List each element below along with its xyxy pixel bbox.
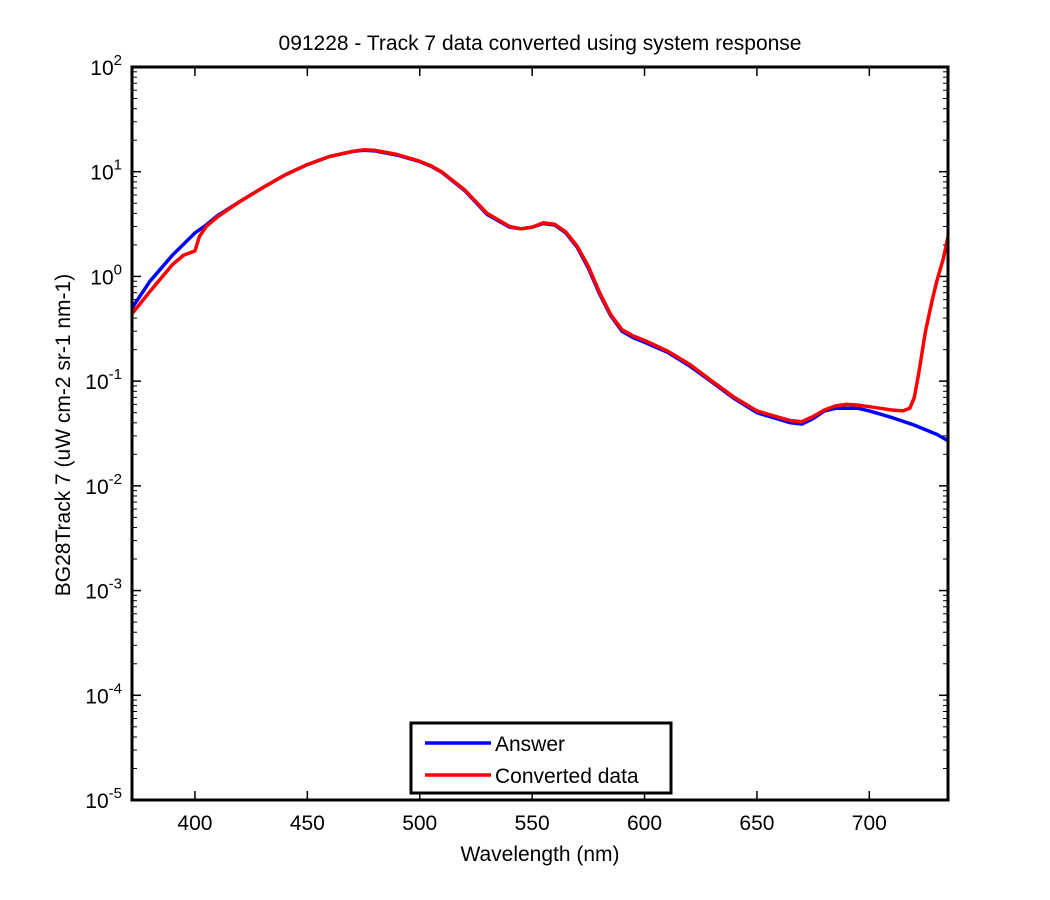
y-tick-label: 10-3 <box>85 576 122 604</box>
legend-box <box>409 721 673 795</box>
y-tick-label: 101 <box>90 157 122 185</box>
x-tick-label: 600 <box>627 812 662 835</box>
legend: Answer Converted data <box>409 721 673 795</box>
x-tick-label: 500 <box>402 812 437 835</box>
legend-label-converted-data: Converted data <box>495 765 639 788</box>
x-tick-label: 450 <box>290 812 325 835</box>
plot-background <box>132 67 948 800</box>
x-tick-label: 700 <box>852 812 887 835</box>
y-tick-label: 100 <box>90 261 122 289</box>
legend-label-answer: Answer <box>495 733 565 756</box>
series-line-converted-data <box>132 148 948 424</box>
y-tick-label: 10-1 <box>85 366 122 394</box>
x-tick-label: 550 <box>515 812 550 835</box>
y-tick-label: 10-2 <box>85 471 122 499</box>
chart-title: 091228 - Track 7 data converted using sy… <box>279 32 802 55</box>
y-axis-label: BG28Track 7 (uW cm-2 sr-1 nm-1) <box>52 274 75 596</box>
x-tick-labels: 400 450 500 550 600 650 700 <box>177 812 886 835</box>
legend-items: Answer Converted data <box>425 733 639 788</box>
plot-area <box>130 65 950 802</box>
x-tick-label: 650 <box>739 812 774 835</box>
y-tick-labels: 10-5 10-4 10-3 10-2 10-1 100 101 102 <box>85 52 122 813</box>
plot-frame <box>130 65 950 802</box>
series-layer <box>132 148 948 443</box>
y-tick-label: 10-5 <box>85 785 122 813</box>
x-axis-label: Wavelength (nm) <box>460 843 619 866</box>
y-tick-label: 102 <box>90 52 122 80</box>
x-tick-label: 400 <box>177 812 212 835</box>
y-tick-label: 10-4 <box>85 680 122 708</box>
